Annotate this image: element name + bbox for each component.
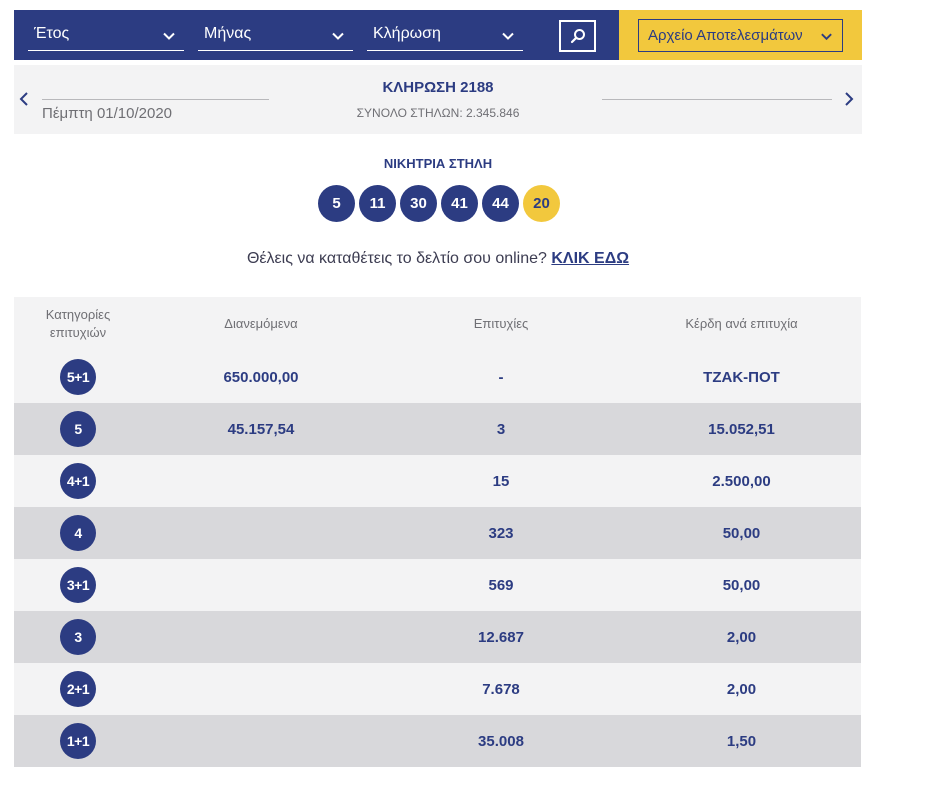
category-badge: 3 [60, 619, 96, 655]
distributed-cell [142, 715, 380, 767]
chevron-down-icon [163, 32, 175, 40]
online-ticket-text: Θέλεις να καταθέτεις το δελτίο σου onlin… [246, 250, 547, 267]
header-distributed: Διανεμόμενα [224, 316, 298, 331]
number-ball: 11 [359, 185, 396, 222]
number-ball: 30 [400, 185, 437, 222]
prize-cell: 50,00 [722, 524, 761, 542]
archive-panel: Αρχείο Αποτελεσμάτων [619, 10, 862, 60]
table-row: 3 12.687 2,00 [14, 611, 861, 663]
number-ball: 41 [441, 185, 478, 222]
winning-column-title: ΝΙΚΗΤΡΙΑ ΣΤΗΛΗ [383, 156, 493, 171]
table-row: 2+1 7.678 2,00 [14, 663, 861, 715]
winning-numbers: 5 11 30 41 44 20 [318, 185, 560, 222]
draw-dropdown-label: Κλήρωση [373, 25, 441, 42]
click-here-link[interactable]: ΚΛΙΚ ΕΔΩ [551, 250, 630, 267]
category-badge: 5+1 [60, 359, 96, 395]
category-badge: 2+1 [60, 671, 96, 707]
draw-date: Πέμπτη 01/10/2020 [42, 105, 173, 122]
table-row: 1+1 35.008 1,50 [14, 715, 861, 767]
number-ball: 44 [482, 185, 519, 222]
year-dropdown[interactable]: Έτος [28, 23, 184, 51]
table-header: Κατηγορίες επιτυχιών Διανεμόμενα Επιτυχί… [14, 297, 861, 351]
number-ball: 5 [318, 185, 355, 222]
category-badge: 3+1 [60, 567, 96, 603]
header-categories: Κατηγορίες επιτυχιών [45, 307, 111, 340]
draw-total-columns: ΣΥΝΟΛΟ ΣΤΗΛΩΝ: 2.345.846 [356, 106, 520, 120]
search-icon [570, 29, 585, 44]
year-dropdown-label: Έτος [34, 25, 70, 42]
winners-cell: 12.687 [478, 628, 524, 646]
distributed-cell: 45.157,54 [227, 420, 295, 438]
prize-cell: 2.500,00 [712, 472, 771, 490]
prize-cell: ΤΖΑΚ-ΠΟΤ [703, 368, 780, 386]
category-badge: 4 [60, 515, 96, 551]
winners-cell: 569 [488, 576, 514, 594]
distributed-cell [142, 455, 380, 507]
winners-cell: - [498, 368, 504, 386]
search-button[interactable] [559, 20, 596, 52]
draw-dropdown[interactable]: Κλήρωση [367, 23, 523, 51]
distributed-cell [142, 663, 380, 715]
distributed-cell [142, 507, 380, 559]
table-row: 3+1 569 50,00 [14, 559, 861, 611]
winners-cell: 323 [488, 524, 514, 542]
winners-cell: 7.678 [482, 680, 520, 698]
prize-cell: 1,50 [726, 732, 757, 750]
header-divider-left [42, 99, 269, 100]
draw-header: ΚΛΗΡΩΣΗ 2188 ΣΥΝΟΛΟ ΣΤΗΛΩΝ: 2.345.846 Πέ… [14, 65, 862, 134]
archive-dropdown[interactable]: Αρχείο Αποτελεσμάτων [638, 19, 843, 52]
category-badge: 1+1 [60, 723, 96, 759]
chevron-down-icon [332, 32, 344, 40]
table-row: 5 45.157,54 3 15.052,51 [14, 403, 861, 455]
prize-cell: 2,00 [726, 680, 757, 698]
prize-cell: 50,00 [722, 576, 761, 594]
header-divider-right [602, 99, 832, 100]
table-row: 5+1 650.000,00 - ΤΖΑΚ-ΠΟΤ [14, 351, 861, 403]
archive-dropdown-label: Αρχείο Αποτελεσμάτων [648, 27, 803, 44]
table-row: 4+1 15 2.500,00 [14, 455, 861, 507]
draw-title: ΚΛΗΡΩΣΗ 2188 [382, 79, 494, 96]
prize-cell: 2,00 [726, 628, 757, 646]
distributed-cell [142, 559, 380, 611]
category-badge: 5 [60, 411, 96, 447]
distributed-cell [142, 611, 380, 663]
prize-table: Κατηγορίες επιτυχιών Διανεμόμενα Επιτυχί… [14, 297, 861, 767]
table-row: 4 323 50,00 [14, 507, 861, 559]
header-prize-per-winner: Κέρδη ανά επιτυχία [685, 316, 798, 331]
chevron-down-icon [821, 33, 832, 41]
header-winners: Επιτυχίες [473, 316, 529, 331]
previous-draw-arrow-icon[interactable] [17, 91, 31, 107]
filter-bar: Έτος Μήνας Κλήρωση Αρχείο Αποτελεσμάτων [14, 10, 862, 60]
joker-ball: 20 [523, 185, 560, 222]
month-dropdown-label: Μήνας [204, 25, 252, 42]
winners-cell: 3 [496, 420, 506, 438]
winners-cell: 15 [492, 472, 510, 490]
chevron-down-icon [502, 32, 514, 40]
next-draw-arrow-icon[interactable] [842, 91, 856, 107]
filter-panel: Έτος Μήνας Κλήρωση [14, 10, 619, 60]
distributed-cell: 650.000,00 [223, 368, 299, 386]
winners-cell: 35.008 [478, 732, 524, 750]
online-ticket-prompt: Θέλεις να καταθέτεις το δελτίο σου onlin… [0, 250, 876, 268]
month-dropdown[interactable]: Μήνας [198, 23, 353, 51]
category-badge: 4+1 [60, 463, 96, 499]
prize-cell: 15.052,51 [708, 420, 775, 438]
